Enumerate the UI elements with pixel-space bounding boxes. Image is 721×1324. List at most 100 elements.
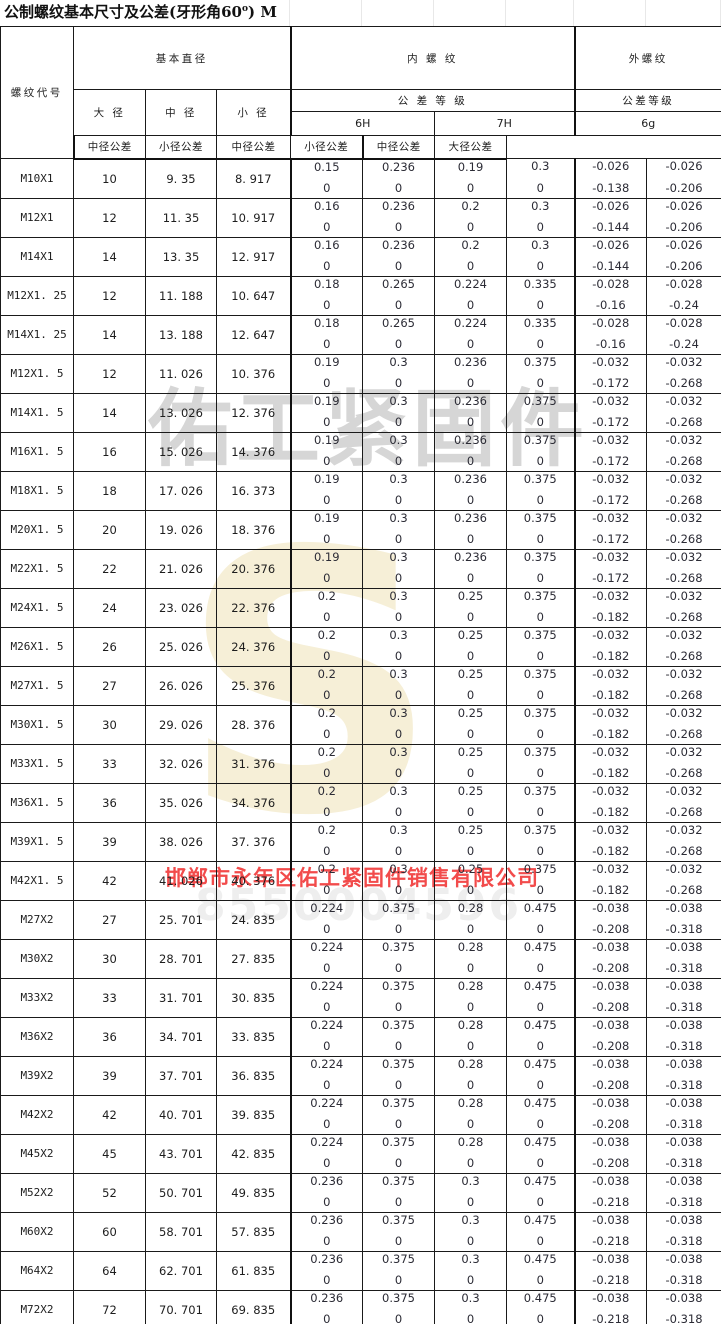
table-row: M12X1 12 11. 35 10. 917 0.16 0 0.236 0 0.2 0 0.3 0-… <box>0 197 721 238</box>
tol-7h-pitch-upper: 0.25 <box>457 744 484 759</box>
tol-6g-major-lower: -0.268 <box>665 532 703 546</box>
tol-7h-pitch-lower: 0 <box>466 1156 475 1170</box>
cell-code: M33X1. 5 <box>0 743 74 784</box>
cell-code: M36X2 <box>0 1016 74 1057</box>
tol-6g-pitch: -0.038 -0.208 <box>573 899 648 940</box>
tol-7h-minor: 0.335 0 <box>506 275 576 316</box>
tol-6g-pitch-upper: -0.038 <box>592 1173 630 1188</box>
tol-6h-pitch: 0.15 0 <box>289 158 364 199</box>
tol-6h-minor-upper: 0.3 <box>389 549 408 564</box>
tol-6h-minor: 0.375 0 <box>362 1133 436 1174</box>
tol-6g-pitch-lower: -0.172 <box>592 493 630 507</box>
tol-7h-minor-upper: 0.475 <box>523 1212 557 1227</box>
page-title: 公制螺纹基本尺寸及公差(牙形角60o) M <box>4 1 277 22</box>
tol-6h-pitch-lower: 0 <box>323 727 331 741</box>
tol-6h-pitch-lower: 0 <box>323 415 331 429</box>
cell-code: M33X2 <box>0 977 74 1018</box>
tol-7h-pitch: 0.224 0 <box>434 275 508 316</box>
tol-6g-pitch: -0.038 -0.208 <box>573 938 648 979</box>
tol-6g-major-upper: -0.038 <box>665 1017 703 1032</box>
tol-6h-minor-upper: 0.3 <box>389 432 408 447</box>
tol-6h-minor-lower: 0 <box>394 220 403 234</box>
tol-6g-major-upper: -0.032 <box>665 549 703 564</box>
tol-6g-pitch-lower: -0.218 <box>592 1195 630 1209</box>
th-grade-7h: 7H <box>434 111 576 136</box>
tol-6g-pitch: -0.026 -0.138 <box>573 158 648 199</box>
tol-6h-minor-lower: 0 <box>394 298 403 312</box>
tol-6g-pitch-lower: -0.144 <box>592 220 630 234</box>
tol-7h-minor-lower: 0 <box>536 337 544 351</box>
tol-6g-pitch-upper: -0.038 <box>592 939 630 954</box>
tol-6g-pitch-upper: -0.032 <box>592 549 630 564</box>
tol-7h-minor-lower: 0 <box>536 1078 544 1092</box>
tol-7h-minor: 0.335 0 <box>506 314 576 355</box>
tol-6g-major-lower: -0.206 <box>665 259 703 273</box>
tol-6h-minor-lower: 0 <box>394 1156 403 1170</box>
tol-6h-minor-lower: 0 <box>394 532 403 546</box>
tol-7h-pitch: 0.25 0 <box>434 704 508 745</box>
cell-pitch: 11. 188 <box>145 275 217 316</box>
tol-6h-minor: 0.3 0 <box>362 860 436 901</box>
tol-6g-major: -0.032 -0.268 <box>646 860 721 901</box>
table-row: M18X1. 5 18 17. 026 16. 373 0.19 0 0.3 0 0.236 0 0… <box>0 470 721 511</box>
cell-code: M12X1. 5 <box>0 353 74 394</box>
tol-6h-minor: 0.236 0 <box>362 197 436 238</box>
cell-pitch: 23. 026 <box>145 587 217 628</box>
tol-7h-pitch: 0.3 0 <box>434 1211 508 1252</box>
tol-6g-major-upper: -0.032 <box>665 510 703 525</box>
cell-minor: 10. 647 <box>215 275 292 316</box>
tol-6h-pitch: 0.19 0 <box>289 470 364 511</box>
tol-7h-pitch: 0.3 0 <box>434 1250 508 1291</box>
tol-6h-minor: 0.265 0 <box>362 275 436 316</box>
tol-6h-pitch: 0.19 0 <box>289 431 364 472</box>
tol-6h-pitch: 0.236 0 <box>289 1289 364 1324</box>
tol-7h-minor: 0.475 0 <box>506 1250 576 1291</box>
cell-major: 45 <box>73 1133 146 1174</box>
tol-7h-minor-upper: 0.475 <box>523 1173 557 1188</box>
tol-6g-pitch-lower: -0.172 <box>592 415 630 429</box>
cell-pitch: 17. 026 <box>145 470 217 511</box>
tol-6h-pitch-upper: 0.2 <box>317 822 336 837</box>
tol-6g-major-upper: -0.032 <box>665 471 703 486</box>
tol-6g-major-lower: -0.206 <box>665 180 703 195</box>
cell-minor: 22. 376 <box>215 587 292 628</box>
tol-7h-minor-upper: 0.475 <box>523 1095 557 1110</box>
tol-7h-minor-upper: 0.3 <box>531 237 550 252</box>
cell-minor: 40. 376 <box>215 860 292 901</box>
table-head: 螺纹代号 基本直径 内 螺 纹 外螺纹 大 径 中 径 小 径 公 差 等 级 … <box>0 26 721 160</box>
tol-6g-major-upper: -0.032 <box>665 705 703 720</box>
cell-code: M27X1. 5 <box>0 665 74 706</box>
tol-7h-minor-lower: 0 <box>536 922 544 936</box>
tol-7h-minor-upper: 0.375 <box>523 861 557 876</box>
cell-major: 42 <box>73 1094 146 1135</box>
tol-6h-pitch-lower: 0 <box>323 649 331 663</box>
tol-7h-pitch: 0.25 0 <box>434 821 508 862</box>
tol-7h-pitch: 0.28 0 <box>434 1055 508 1096</box>
cell-major: 39 <box>73 821 146 862</box>
cell-pitch: 62. 701 <box>145 1250 217 1291</box>
tol-7h-pitch-lower: 0 <box>466 532 475 546</box>
tol-7h-pitch-lower: 0 <box>466 181 475 195</box>
tol-6h-pitch-upper: 0.18 <box>313 315 340 330</box>
cell-code: M14X1 <box>0 236 74 277</box>
th-grade-6h: 6H <box>289 111 436 136</box>
tol-6h-minor-upper: 0.236 <box>382 198 415 213</box>
cell-pitch: 58. 701 <box>145 1211 217 1252</box>
tol-6h-minor-lower: 0 <box>394 415 403 429</box>
cell-pitch: 9. 35 <box>145 158 217 199</box>
tol-6h-minor: 0.375 0 <box>362 938 436 979</box>
tol-6h-minor: 0.375 0 <box>362 1289 436 1324</box>
tol-6g-major-upper: -0.038 <box>665 978 703 993</box>
tol-6g-pitch-upper: -0.032 <box>592 627 630 642</box>
tol-6h-minor: 0.3 0 <box>362 626 436 667</box>
tol-7h-minor-lower: 0 <box>536 1156 544 1170</box>
cell-major: 12 <box>73 353 146 394</box>
cell-pitch: 15. 026 <box>145 431 217 472</box>
tol-7h-pitch-upper: 0.28 <box>457 978 484 993</box>
tol-6h-pitch: 0.224 0 <box>289 1016 364 1057</box>
table-row: M42X2 42 40. 701 39. 835 0.224 0 0.375 0 0.28 0 0.… <box>0 1094 721 1135</box>
table-row: M52X2 52 50. 701 49. 835 0.236 0 0.375 0 0.3 0 0.4… <box>0 1172 721 1213</box>
cell-minor: 39. 835 <box>215 1094 292 1135</box>
tol-6g-major-lower: -0.268 <box>665 571 703 585</box>
tol-6g-pitch: -0.028 -0.16 <box>573 314 648 355</box>
